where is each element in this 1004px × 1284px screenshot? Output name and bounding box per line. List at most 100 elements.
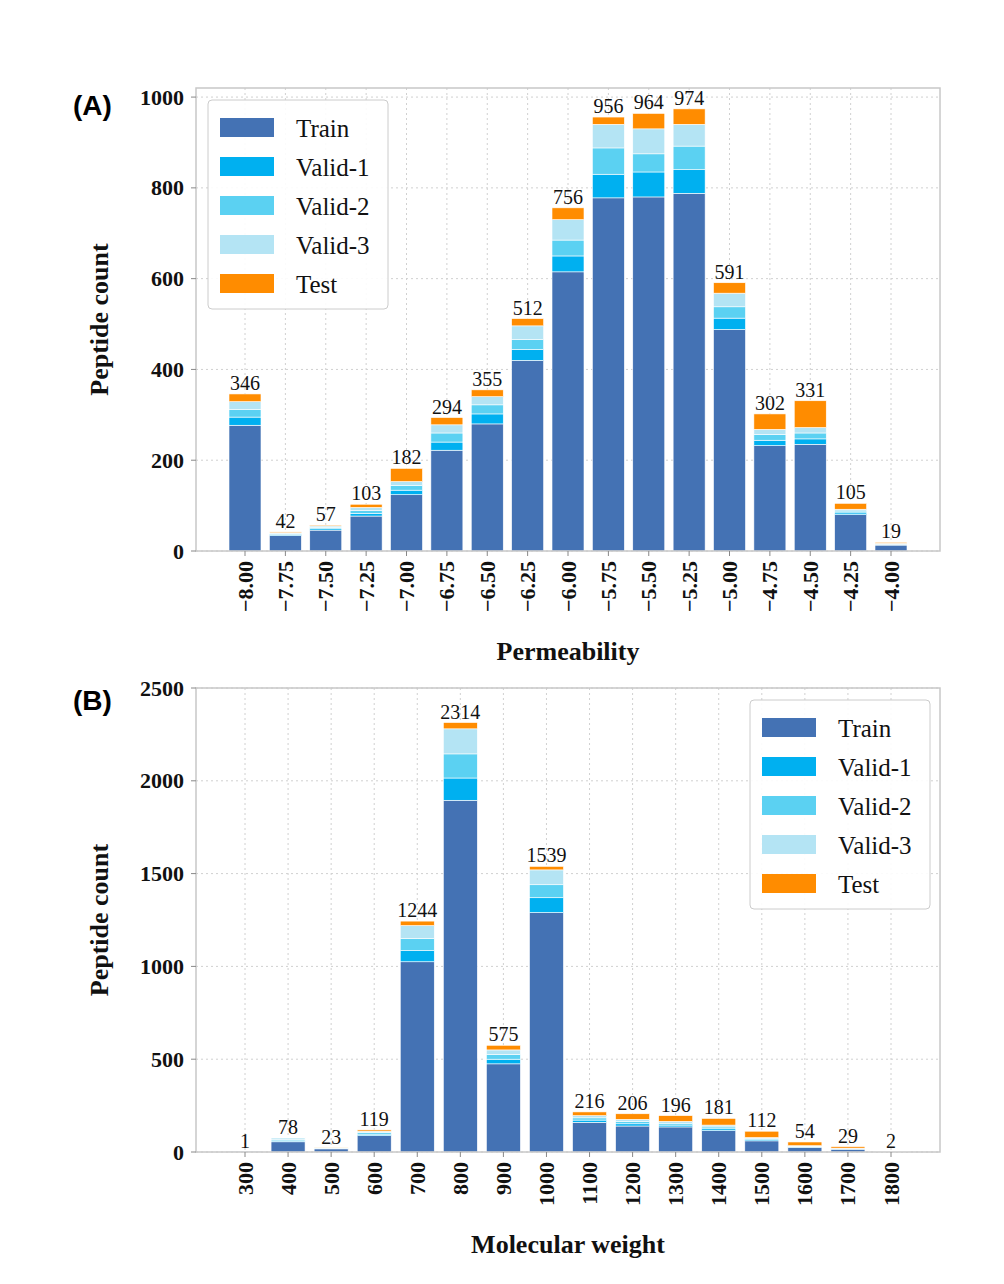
bar-segment xyxy=(400,921,434,925)
bar-segment xyxy=(471,414,503,424)
tick xyxy=(366,551,367,556)
x-tick-label: 1700 xyxy=(835,1162,860,1206)
bar-segment xyxy=(633,197,665,551)
bar-segment xyxy=(673,193,705,551)
bar-segment xyxy=(391,482,423,486)
bar-segment xyxy=(573,1122,607,1152)
x-tick-label: −4.00 xyxy=(879,561,904,612)
bar-segment xyxy=(794,439,826,444)
x-tick-label: 1500 xyxy=(749,1162,774,1206)
bar-segment xyxy=(714,283,746,293)
bar-segment xyxy=(875,544,907,545)
total-label: 196 xyxy=(661,1094,691,1116)
tick xyxy=(891,551,892,556)
grid-line xyxy=(589,688,590,1152)
bar-segment xyxy=(357,1136,391,1152)
x-tick-label: 1300 xyxy=(663,1162,688,1206)
bar-segment xyxy=(512,339,544,349)
total-label: 294 xyxy=(432,396,462,418)
tick xyxy=(608,551,609,556)
total-label: 591 xyxy=(715,261,745,283)
total-label: 1244 xyxy=(397,899,437,921)
x-tick-label: 500 xyxy=(319,1162,344,1195)
total-label: 302 xyxy=(755,392,785,414)
total-label: 331 xyxy=(795,379,825,401)
bar-segment xyxy=(592,124,624,148)
total-label: 23 xyxy=(321,1126,341,1148)
bar-segment xyxy=(633,172,665,197)
grid-line xyxy=(288,688,289,1152)
bar-segment xyxy=(592,198,624,551)
grid-line xyxy=(331,688,332,1152)
y-tick-label: 2000 xyxy=(140,768,184,793)
bar-segment xyxy=(400,926,434,939)
bar-segment xyxy=(400,962,434,1152)
bar-segment xyxy=(269,536,301,551)
tick xyxy=(546,1152,547,1157)
y-tick-label: 1000 xyxy=(140,954,184,979)
tick xyxy=(446,551,447,556)
bar-segment xyxy=(391,468,423,481)
tick xyxy=(191,1059,196,1060)
bar-segment xyxy=(616,1114,650,1120)
bar-segment xyxy=(529,866,563,870)
plot-frame xyxy=(196,688,940,1152)
x-tick-label: −7.75 xyxy=(273,561,298,612)
bar-segment xyxy=(471,405,503,414)
total-label: 1539 xyxy=(526,844,566,866)
x-tick-label: 800 xyxy=(448,1162,473,1195)
bar-segment xyxy=(835,503,867,509)
y-axis-label: Peptide count xyxy=(85,243,114,396)
x-tick-label: −5.75 xyxy=(596,561,621,612)
bar-segment xyxy=(875,545,907,551)
bar-segment xyxy=(269,532,301,534)
y-tick-label: 400 xyxy=(151,357,184,382)
x-tick-label: 700 xyxy=(405,1162,430,1195)
tick xyxy=(288,1152,289,1157)
total-label: 112 xyxy=(747,1109,776,1131)
bar-segment xyxy=(754,434,786,440)
total-label: 346 xyxy=(230,372,260,394)
bar-segment xyxy=(314,1148,348,1149)
bar-segment xyxy=(443,729,477,754)
bar-segment xyxy=(431,425,463,433)
bar-segment xyxy=(616,1126,650,1152)
x-tick-label: −7.50 xyxy=(313,561,338,612)
tick xyxy=(191,97,196,98)
bar-segment xyxy=(357,1130,391,1131)
total-label: 974 xyxy=(674,87,704,109)
bars xyxy=(229,109,907,551)
x-tick-label: 400 xyxy=(276,1162,301,1195)
bar-segment xyxy=(443,800,477,1152)
y-tick-label: 1000 xyxy=(140,85,184,110)
tick xyxy=(729,551,730,556)
tick xyxy=(847,1152,848,1157)
x-tick-label: 1400 xyxy=(706,1162,731,1206)
bar-segment xyxy=(512,349,544,360)
bar-segment xyxy=(443,778,477,800)
tick xyxy=(503,1152,504,1157)
bar-segment xyxy=(633,113,665,128)
bar-segment xyxy=(229,394,261,402)
bar-segment xyxy=(673,170,705,194)
bar-segment xyxy=(229,425,261,551)
tick xyxy=(285,551,286,556)
x-tick-label: 1200 xyxy=(620,1162,645,1206)
total-label: 2314 xyxy=(440,701,480,723)
bar-segment xyxy=(431,442,463,450)
bar-segment xyxy=(788,1146,822,1148)
bar-segment xyxy=(616,1122,650,1124)
x-tick-label: 1800 xyxy=(879,1162,904,1206)
bar-segment xyxy=(794,433,826,439)
bar-segment xyxy=(702,1131,736,1152)
bar-segment xyxy=(350,504,382,507)
legend-label: Valid-3 xyxy=(296,232,370,259)
bar-segment xyxy=(431,418,463,425)
bar-segment xyxy=(573,1120,607,1122)
x-tick-label: −6.25 xyxy=(515,561,540,612)
bar-segment xyxy=(400,939,434,951)
total-label: 42 xyxy=(275,510,295,532)
bar-segment xyxy=(400,951,434,962)
bar-segment xyxy=(529,913,563,1152)
y-tick-label: 1500 xyxy=(140,861,184,886)
